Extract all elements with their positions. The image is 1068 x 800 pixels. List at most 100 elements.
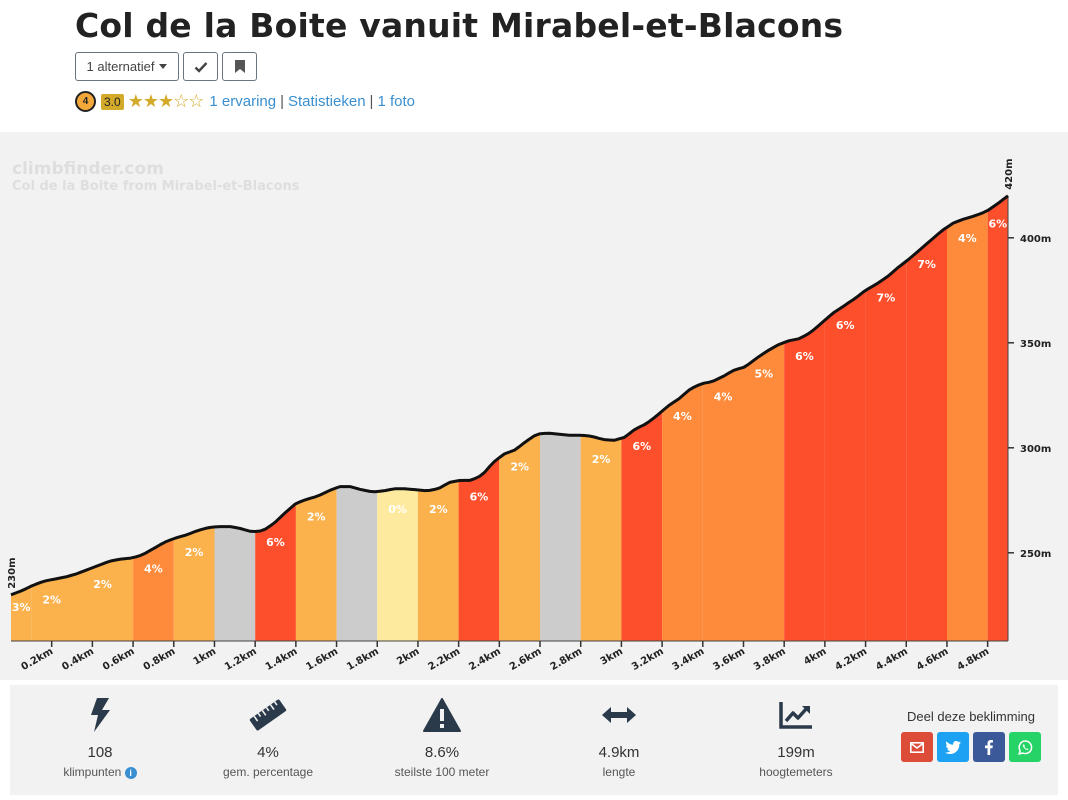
rating-row: 4 3.0 ★★★☆☆ 1 ervaring | Statistieken | … (75, 91, 415, 112)
x-tick-label: 0.4km (60, 646, 96, 673)
start-elevation-label: 230m (7, 558, 18, 589)
grade-label: 6% (632, 440, 651, 453)
x-tick-label: 0.6km (101, 646, 137, 673)
alternatives-dropdown[interactable]: 1 alternatief (75, 52, 179, 81)
grade-label: 4% (144, 563, 163, 576)
bookmark-button[interactable] (222, 52, 257, 81)
x-tick-label: 3km (599, 646, 625, 668)
grade-segment (255, 503, 296, 641)
x-tick-label: 0.8km (142, 646, 178, 673)
grade-label: 5% (754, 367, 773, 380)
grade-segment (72, 557, 134, 641)
x-tick-label: 4km (802, 646, 828, 668)
grade-segment (865, 261, 907, 641)
stat-label: hoogtemeters (759, 765, 833, 779)
stat-label: klimpunten (63, 765, 122, 779)
grade-label: 6% (470, 491, 489, 504)
elevation-chart: climbfinder.com Col de la Boite from Mir… (0, 132, 1068, 680)
stats-panel: 108 klimpunten i 4% gem. percentage 8.6%… (10, 685, 1058, 795)
email-icon (910, 741, 924, 753)
grade-label: 2% (185, 546, 204, 559)
grade-segment (540, 433, 581, 641)
x-tick-label: 0.2km (20, 646, 56, 673)
y-tick-label: 350m (1020, 339, 1051, 350)
caret-down-icon (159, 64, 168, 69)
grade-segment (133, 538, 174, 641)
y-tick-label: 400m (1020, 234, 1051, 245)
grade-segment (784, 320, 825, 641)
grade-segment (621, 411, 663, 641)
x-tick-label: 2.4km (467, 646, 503, 673)
grade-segment (173, 527, 215, 641)
difficulty-badge: 4 (75, 91, 96, 112)
x-tick-label: 4.4km (874, 646, 910, 673)
grade-label: 4% (673, 410, 692, 423)
ruler-icon (249, 699, 287, 731)
share-facebook-button[interactable] (973, 732, 1005, 762)
grade-segment (295, 487, 337, 641)
grade-segment (499, 433, 540, 641)
grade-label: 6% (988, 218, 1007, 231)
grade-label: 3% (12, 601, 31, 614)
grade-label: 2% (510, 460, 529, 473)
warning-icon (423, 698, 461, 732)
grade-label: 6% (795, 350, 814, 363)
grade-label: 7% (877, 292, 896, 305)
x-tick-label: 3.4km (671, 646, 707, 673)
share-label: Deel deze beklimming (907, 709, 1035, 724)
statistics-link[interactable]: Statistieken (288, 93, 366, 110)
x-tick-label: 2.2km (426, 646, 462, 673)
page-title: Col de la Boite vanuit Mirabel-et-Blacon… (75, 6, 844, 45)
photo-link[interactable]: 1 foto (377, 93, 415, 110)
watermark-text: climbfinder.com (12, 159, 164, 179)
action-buttons: 1 alternatief (75, 52, 257, 81)
share-twitter-button[interactable] (937, 732, 969, 762)
end-elevation-label: 420m (1004, 159, 1015, 190)
mark-climbed-button[interactable] (183, 52, 218, 81)
profile-line (10, 194, 1009, 597)
grade-label: 2% (93, 578, 112, 591)
x-tick-label: 3.2km (630, 646, 666, 673)
grade-segment (31, 575, 72, 641)
x-tick-label: 1.4km (264, 646, 300, 673)
grade-segment (947, 210, 988, 641)
stat-length: 4.9km lengte (539, 695, 699, 779)
stat-value: 4.9km (598, 744, 640, 761)
grade-segment (987, 195, 1008, 642)
stat-label: lengte (602, 765, 636, 779)
share-email-button[interactable] (901, 732, 933, 762)
x-tick-label: 1km (192, 646, 218, 668)
x-tick-label: 2.6km (508, 646, 544, 673)
alternatives-label: 1 alternatief (86, 59, 155, 74)
x-tick-label: 2.8km (549, 646, 585, 673)
y-tick-label: 300m (1020, 444, 1051, 455)
grade-label: 4% (958, 232, 977, 245)
grade-label: 7% (917, 258, 936, 271)
chart-line-icon (779, 702, 812, 729)
stat-value: 108 (87, 744, 113, 761)
stat-avg-grade: 4% gem. percentage (188, 695, 348, 779)
stat-steepest: 8.6% steilste 100 meter (362, 695, 522, 779)
grade-segment (743, 342, 785, 641)
star-full-icon: ★ (142, 91, 159, 111)
x-tick-label: 2km (395, 646, 421, 668)
grade-segment (336, 486, 378, 641)
grade-segment (824, 290, 866, 641)
bookmark-icon (234, 60, 245, 73)
star-empty-icon: ☆ (173, 91, 189, 111)
lightning-icon (91, 698, 110, 732)
star-full-icon: ★ (157, 91, 174, 111)
stat-value: 199m (777, 744, 815, 761)
info-icon[interactable]: i (124, 766, 137, 779)
stat-label: steilste 100 meter (394, 765, 490, 779)
share-whatsapp-button[interactable] (1009, 732, 1041, 762)
chart-title: Col de la Boite from Mirabel-et-Blacons (12, 179, 300, 194)
elevation-profile-svg: climbfinder.com Col de la Boite from Mir… (7, 159, 1051, 673)
grade-segment (702, 367, 744, 641)
experiences-link[interactable]: 1 ervaring (209, 93, 277, 110)
grade-label: 2% (307, 511, 326, 524)
grade-segment (458, 457, 500, 641)
whatsapp-icon (1017, 739, 1032, 755)
x-tick-label: 1.8km (345, 646, 381, 673)
share-section: Deel deze beklimming (896, 709, 1046, 762)
